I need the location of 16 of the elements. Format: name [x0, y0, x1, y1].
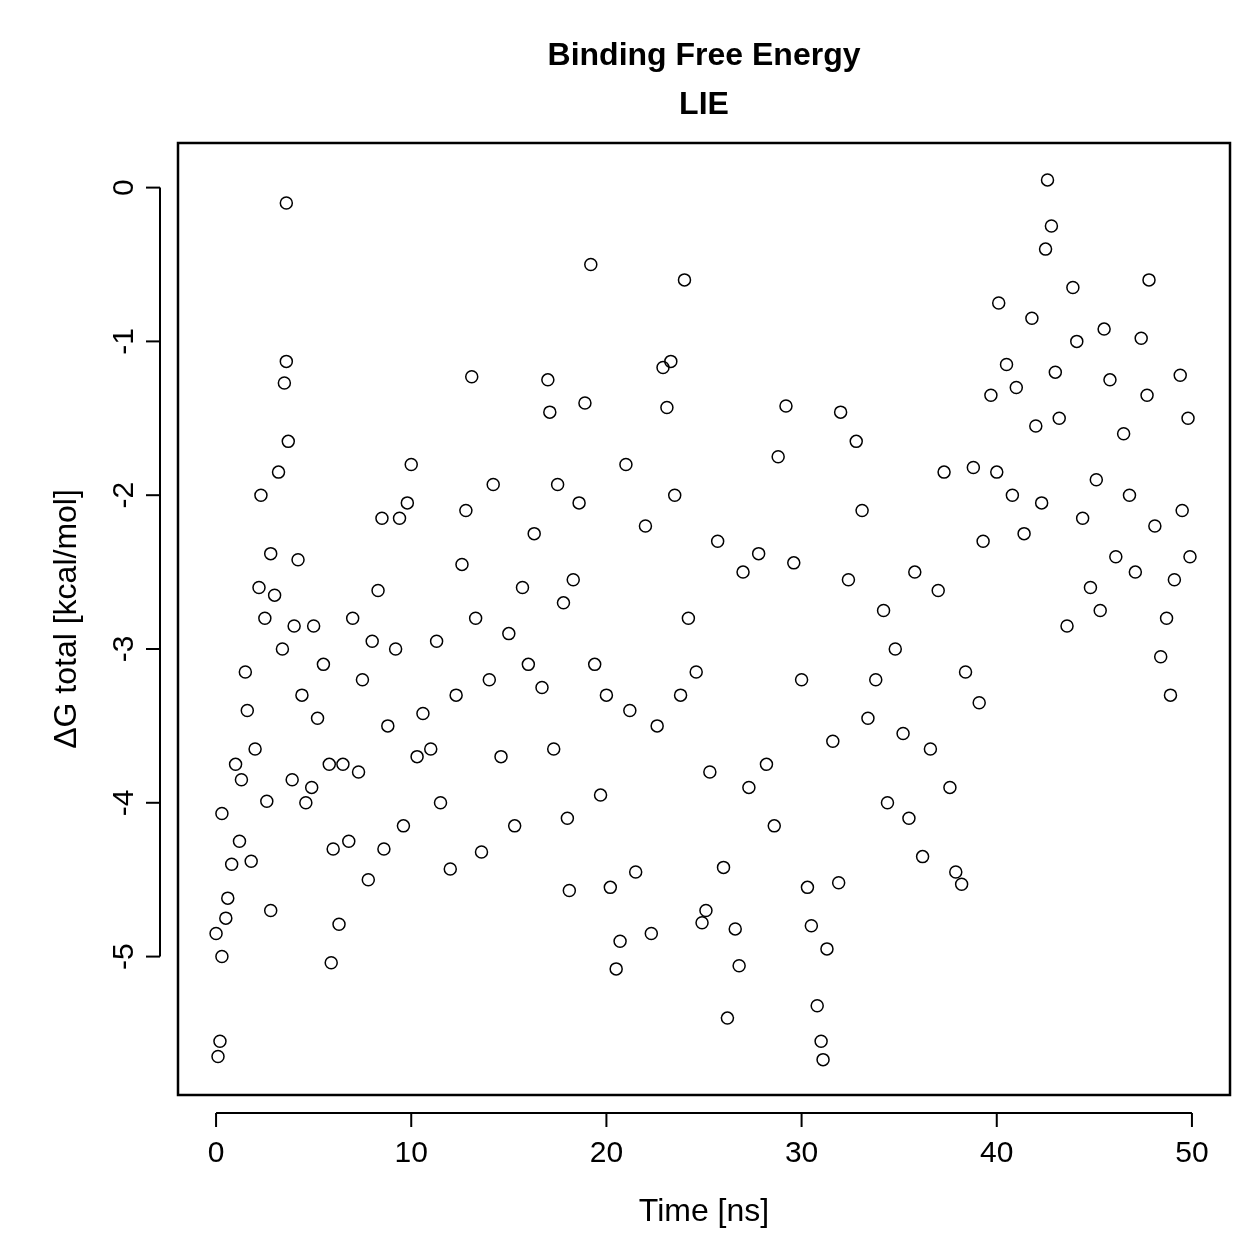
y-tick-label: -1 [106, 328, 139, 355]
x-tick-label: 30 [784, 1135, 819, 1168]
x-tick-label: 40 [980, 1135, 1014, 1168]
x-tick-label: 10 [394, 1135, 428, 1168]
x-tick-label: 50 [1175, 1135, 1209, 1168]
y-axis-title: ΔG total [kcal/mol] [47, 489, 83, 749]
x-tick-label: 0 [207, 1135, 225, 1168]
chart-subtitle: LIE [679, 85, 729, 121]
y-tick-label: -4 [106, 789, 139, 817]
y-tick-label: -3 [106, 635, 139, 663]
x-tick-label: 20 [589, 1135, 624, 1168]
chart-title: Binding Free Energy [547, 36, 861, 72]
x-axis-title: Time [ns] [638, 1192, 770, 1228]
y-tick-label: -5 [106, 943, 139, 970]
y-tick-label: 0 [106, 179, 139, 196]
y-tick-label: -2 [106, 481, 139, 509]
